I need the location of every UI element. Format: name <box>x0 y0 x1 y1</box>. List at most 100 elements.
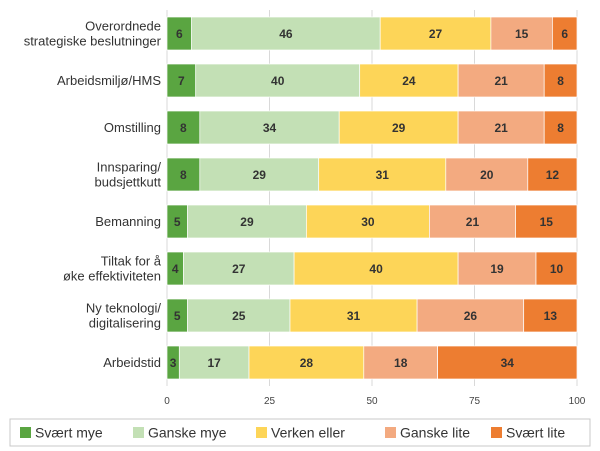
bar-segment-svaert-lite <box>543 110 578 145</box>
data-label: 20 <box>480 168 494 182</box>
bar-segment-verken-eller <box>248 345 365 380</box>
category-label: Innsparing/budsjettkutt <box>95 160 162 190</box>
category-label: Tiltak for å øke effektiviteten <box>63 254 162 284</box>
data-label: 31 <box>376 168 390 182</box>
data-label: 29 <box>392 121 406 135</box>
bar-segment-ganske-mye <box>183 251 295 286</box>
data-label: 5 <box>174 215 181 229</box>
bar-segment-svaert-lite <box>552 16 578 51</box>
data-label: 12 <box>546 168 560 182</box>
data-label: 24 <box>402 74 416 88</box>
bar-segment-verken-eller <box>306 204 430 239</box>
legend-swatch-verken-eller <box>256 427 267 438</box>
data-label: 29 <box>253 168 267 182</box>
data-label: 21 <box>494 121 508 135</box>
category-label-line: budsjettkutt <box>95 175 162 190</box>
x-tick-label: 50 <box>366 396 378 407</box>
bar-segment-ganske-mye <box>195 63 361 98</box>
data-label: 6 <box>561 27 568 41</box>
data-label: 15 <box>540 215 554 229</box>
bar-segment-svaert-lite <box>515 204 578 239</box>
legend-swatch-svaert-lite <box>491 427 502 438</box>
legend-label-svaert-lite: Svært lite <box>506 425 565 441</box>
data-label: 46 <box>279 27 293 41</box>
x-axis-ticks: 0 25 50 75 100 <box>164 396 586 407</box>
data-label: 30 <box>361 215 375 229</box>
data-label: 6 <box>176 27 183 41</box>
bar-segment-ganske-lite <box>363 345 438 380</box>
category-label: Arbeidstid <box>103 355 161 370</box>
data-label: 10 <box>550 262 564 276</box>
legend: Svært mye Ganske mye Verken eller Ganske li… <box>9 418 591 447</box>
bar-segment-svaert-mye <box>166 16 192 51</box>
data-label: 28 <box>300 356 314 370</box>
data-label: 3 <box>170 356 177 370</box>
category-label: Omstilling <box>104 120 161 135</box>
legend-label-svaert-mye: Svært mye <box>35 425 103 441</box>
bar-segment-ganske-lite <box>445 157 529 192</box>
category-label-line: Ny teknologi/ <box>86 301 162 316</box>
data-label: 31 <box>347 309 361 323</box>
bar-segment-svaert-lite <box>523 298 578 333</box>
bar-segment-ganske-lite <box>490 16 553 51</box>
data-label: 4 <box>172 262 179 276</box>
data-label: 27 <box>232 262 246 276</box>
x-tick-label: 25 <box>264 396 276 407</box>
data-label: 5 <box>174 309 181 323</box>
bar-segment-svaert-mye <box>166 157 201 192</box>
data-label: 7 <box>178 74 185 88</box>
data-label: 25 <box>232 309 246 323</box>
x-tick-label: 100 <box>569 396 586 407</box>
data-label: 40 <box>271 74 285 88</box>
data-label: 40 <box>369 262 383 276</box>
bar-segment-ganske-mye <box>187 298 291 333</box>
legend-swatch-ganske-mye <box>133 427 144 438</box>
data-label: 8 <box>557 121 564 135</box>
data-label: 8 <box>557 74 564 88</box>
data-label: 27 <box>429 27 443 41</box>
legend-swatch-ganske-lite <box>385 427 396 438</box>
bar-segment-svaert-lite <box>527 157 578 192</box>
category-label-line: Arbeidsmiljø/HMS <box>57 73 161 88</box>
category-labels: Overordnede strategiske beslutninger Arbei… <box>24 19 162 371</box>
bar-segment-verken-eller <box>289 298 418 333</box>
data-label: 29 <box>240 215 254 229</box>
category-label-line: Innsparing/ <box>97 160 162 175</box>
category-label-line: Arbeidstid <box>103 355 161 370</box>
bar-segment-ganske-lite <box>457 63 545 98</box>
bar-segment-ganske-lite <box>457 251 537 286</box>
bars: 6 46 27 15 67 40 24 21 88 34 29 21 88 29 31 20 125 29 30 21… <box>166 16 578 380</box>
bar-segment-svaert-mye <box>166 63 197 98</box>
category-label-line: digitalisering <box>89 316 161 331</box>
bar-segment-ganske-mye <box>178 345 250 380</box>
category-label: Bemanning <box>95 214 161 229</box>
category-label-line: strategiske beslutninger <box>24 34 162 49</box>
data-label: 21 <box>494 74 508 88</box>
legend-label-ganske-mye: Ganske mye <box>148 425 227 441</box>
category-label-line: Omstilling <box>104 120 161 135</box>
data-label: 34 <box>263 121 277 135</box>
bar-segment-svaert-lite <box>437 345 578 380</box>
data-label: 19 <box>490 262 504 276</box>
legend-label-verken-eller: Verken eller <box>271 425 345 441</box>
category-label: Arbeidsmiljø/HMS <box>57 73 161 88</box>
data-label: 17 <box>207 356 221 370</box>
x-tick-label: 75 <box>469 396 481 407</box>
bar-segment-svaert-lite <box>535 251 578 286</box>
data-label: 8 <box>180 121 187 135</box>
legend-label-ganske-lite: Ganske lite <box>400 425 470 441</box>
data-label: 21 <box>466 215 480 229</box>
bar-segment-ganske-mye <box>199 110 340 145</box>
data-label: 8 <box>180 168 187 182</box>
data-label: 18 <box>394 356 408 370</box>
bar-segment-verken-eller <box>293 251 459 286</box>
data-label: 13 <box>544 309 558 323</box>
bar-segment-ganske-lite <box>416 298 525 333</box>
bar-segment-ganske-mye <box>191 16 381 51</box>
category-label: Ny teknologi/digitalisering <box>86 301 162 331</box>
data-label: 26 <box>464 309 478 323</box>
x-tick-label: 0 <box>164 396 170 407</box>
category-label-line: Tiltak for å <box>101 254 162 269</box>
bar-segment-ganske-lite <box>457 110 545 145</box>
